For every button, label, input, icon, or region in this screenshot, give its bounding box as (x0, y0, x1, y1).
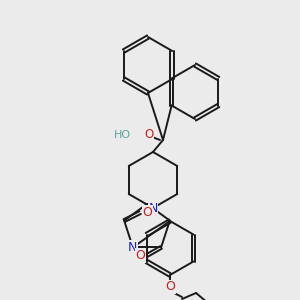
Text: HO: HO (114, 130, 131, 140)
Text: O: O (135, 249, 145, 262)
Text: O: O (142, 206, 152, 219)
Text: N: N (148, 202, 158, 214)
Text: N: N (128, 241, 138, 254)
Text: O: O (144, 128, 154, 142)
Text: O: O (165, 280, 175, 293)
